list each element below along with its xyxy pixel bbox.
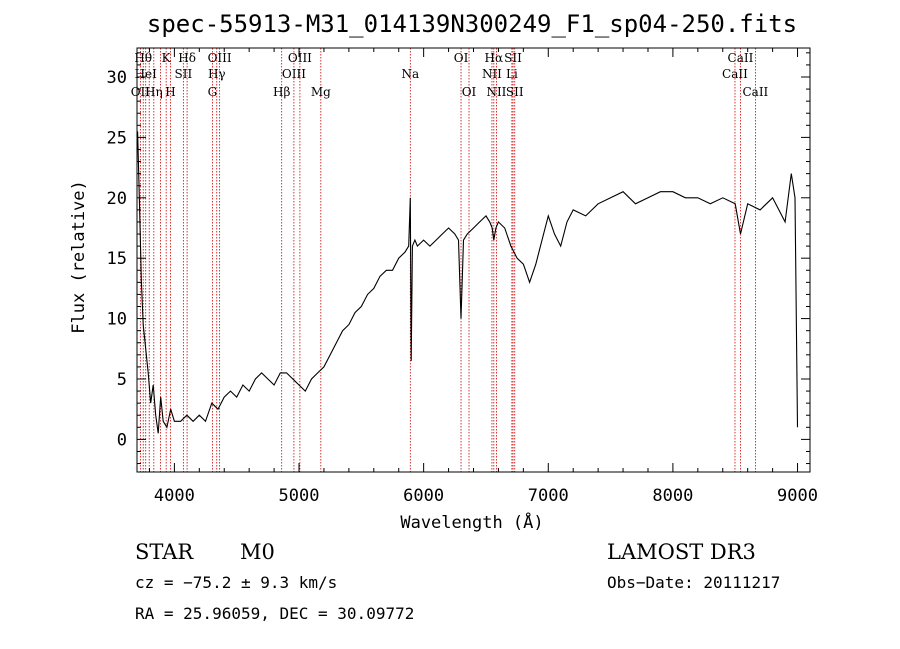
line-label: HeI — [135, 67, 158, 81]
line-label: Hγ — [208, 67, 226, 81]
line-label: Hθ — [134, 51, 152, 65]
line-label: OI — [462, 85, 477, 99]
line-label: OIII — [208, 51, 232, 65]
line-label: SII — [506, 85, 524, 99]
y-axis-label: Flux (relative) — [69, 180, 89, 334]
x-tick-label: 4000 — [154, 486, 195, 506]
x-tick-label: 8000 — [652, 486, 693, 506]
line-label: Na — [401, 67, 419, 81]
line-label: CaII — [728, 51, 754, 65]
spectrum-series-line — [137, 131, 799, 434]
x-tick-label: 5000 — [279, 486, 320, 506]
line-label: K — [162, 51, 172, 65]
line-label: NII — [482, 67, 502, 81]
line-label: G — [208, 85, 218, 99]
x-tick-label: 6000 — [403, 486, 444, 506]
line-label: NII — [486, 85, 506, 99]
line-label: CaII — [742, 85, 768, 99]
y-tick-label: 15 — [107, 249, 127, 269]
line-label: Hδ — [178, 51, 196, 65]
survey-name: LAMOST DR3 — [607, 540, 756, 564]
line-label: H — [165, 85, 175, 99]
y-tick-label: 30 — [107, 68, 127, 88]
coordinates: RA = 25.96059, DEC = 30.09772 — [135, 604, 414, 623]
x-axis-label: Wavelength (Å) — [400, 511, 543, 533]
y-tick-label: 20 — [107, 189, 127, 209]
y-tick-label: 10 — [107, 310, 127, 330]
line-label: Hη — [145, 85, 163, 99]
line-label: OI — [454, 51, 469, 65]
observation-date: Obs−Date: 20111217 — [607, 573, 780, 592]
emission-line-markers — [139, 48, 756, 472]
redshift-velocity: cz = −75.2 ± 9.3 km/s — [135, 573, 337, 592]
x-tick-label: 7000 — [528, 486, 569, 506]
y-axis-ticks: 0 5 10 15 20 25 30 — [107, 52, 810, 465]
line-label: OIII — [288, 51, 312, 65]
y-tick-label: 5 — [117, 370, 127, 390]
line-label: CaII — [722, 67, 748, 81]
x-tick-label: 9000 — [777, 486, 818, 506]
spectral-subclass: M0 — [240, 540, 275, 564]
line-label: Hα — [485, 51, 504, 65]
line-label: Mg — [311, 85, 331, 99]
line-label: OII — [131, 85, 151, 99]
line-label: OIII — [282, 67, 306, 81]
object-class: STAR — [135, 540, 194, 564]
line-label: SII — [175, 67, 193, 81]
y-tick-label: 0 — [117, 430, 127, 450]
chart-title: spec-55913-M31_014139N300249_F1_sp04-250… — [147, 10, 797, 38]
x-axis-ticks: 4000 5000 6000 7000 8000 9000 — [148, 48, 818, 506]
y-tick-label: 25 — [107, 128, 127, 148]
plot-frame — [136, 47, 811, 473]
line-label: Li — [506, 67, 518, 81]
line-label: SII — [504, 51, 522, 65]
line-label: Hβ — [273, 85, 290, 99]
